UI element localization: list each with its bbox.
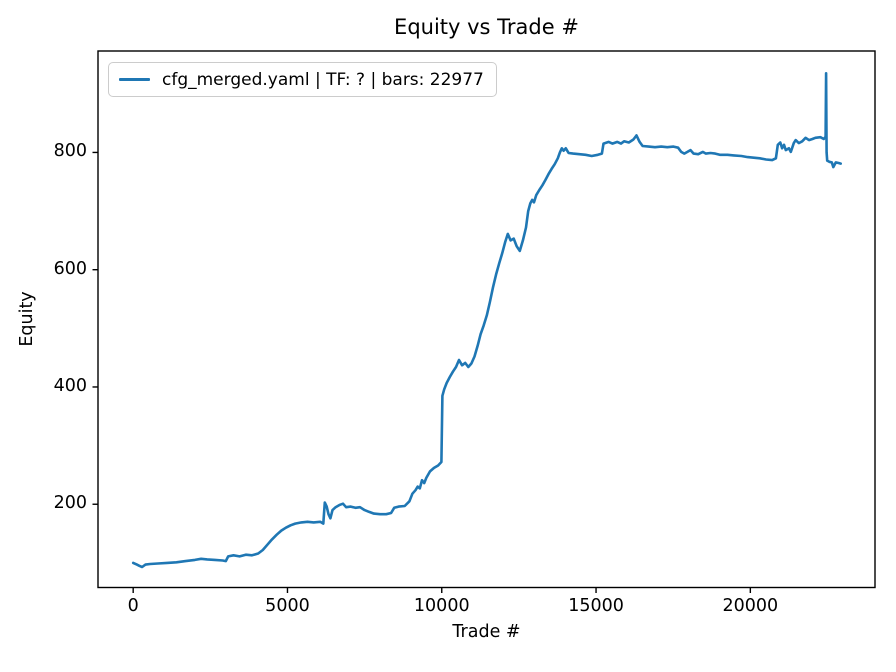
x-tick-label: 5000 (265, 596, 310, 616)
legend-label: cfg_merged.yaml | TF: ? | bars: 22977 (162, 69, 484, 90)
legend-line-sample-icon (119, 78, 150, 81)
equity-line (131, 72, 842, 569)
x-tick-label: 10000 (413, 596, 470, 616)
plot-border (97, 50, 876, 589)
y-tick-label: 800 (53, 141, 87, 162)
chart-title: Equity vs Trade # (394, 15, 579, 39)
y-tick-label: 200 (53, 493, 87, 514)
legend: cfg_merged.yaml | TF: ? | bars: 22977 (108, 62, 497, 97)
x-tick-label: 15000 (568, 596, 624, 616)
y-tick-label: 600 (53, 258, 87, 279)
x-tick-label: 0 (127, 596, 139, 616)
x-axis-label: Trade # (452, 622, 521, 642)
y-axis-label: Equity (17, 291, 37, 347)
y-tick-label: 400 (53, 375, 87, 396)
x-tick-label: 20000 (722, 596, 779, 616)
